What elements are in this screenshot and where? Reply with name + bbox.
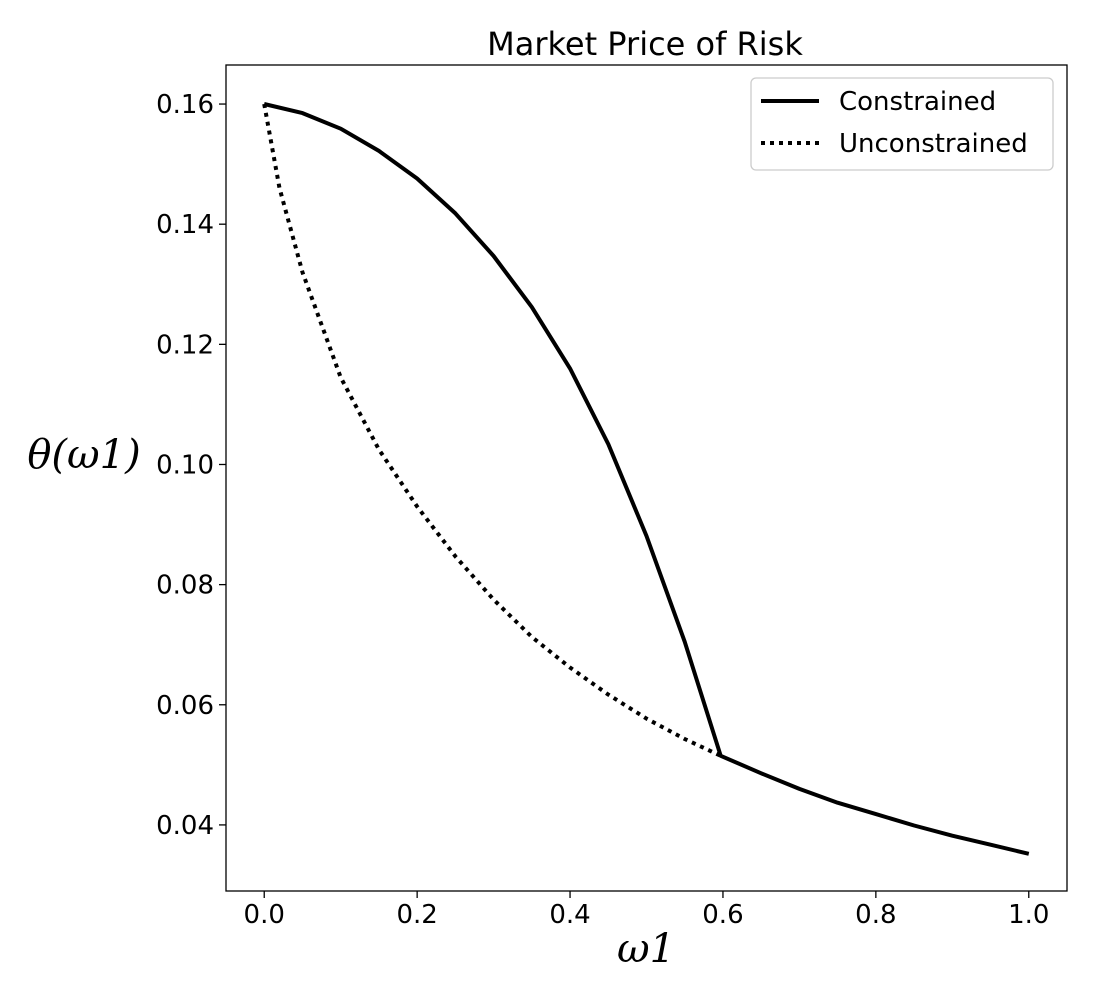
- x-tick-label: 0.4: [549, 900, 590, 930]
- y-tick-label: 0.04: [156, 811, 214, 841]
- y-tick-label: 0.12: [156, 330, 214, 360]
- x-axis: 0.0 0.2 0.4 0.6 0.8 1.0: [244, 891, 1049, 930]
- series-layer: [262, 102, 1030, 856]
- legend-box: [750, 77, 1054, 171]
- y-tick-label: 0.10: [156, 450, 214, 480]
- series-line-unconstrained: [262, 103, 722, 758]
- y-tick-label: 0.14: [156, 210, 214, 240]
- x-tick-label: 0.6: [702, 900, 743, 930]
- series-line-constrained: [263, 102, 1030, 856]
- plot-area-frame: [225, 64, 1068, 892]
- chart-title: Market Price of Risk: [487, 25, 803, 63]
- x-tick-label: 1.0: [1008, 900, 1049, 930]
- x-tick-label: 0.0: [244, 900, 285, 930]
- y-tick-label: 0.16: [156, 90, 214, 120]
- legend-label-constrained: Constrained: [839, 87, 996, 117]
- y-tick-label: 0.06: [156, 691, 214, 721]
- legend-label-unconstrained: Unconstrained: [839, 129, 1028, 159]
- x-tick-label: 0.2: [396, 900, 437, 930]
- y-tick-label: 0.08: [156, 571, 214, 601]
- legend: Constrained Unconstrained: [750, 77, 1054, 171]
- x-tick-label: 0.8: [855, 900, 896, 930]
- x-axis-label: ω1: [617, 926, 675, 972]
- y-axis-label: θ(ω1): [27, 432, 140, 478]
- y-axis: 0.04 0.06 0.08 0.10 0.12 0.14 0.16: [156, 90, 226, 841]
